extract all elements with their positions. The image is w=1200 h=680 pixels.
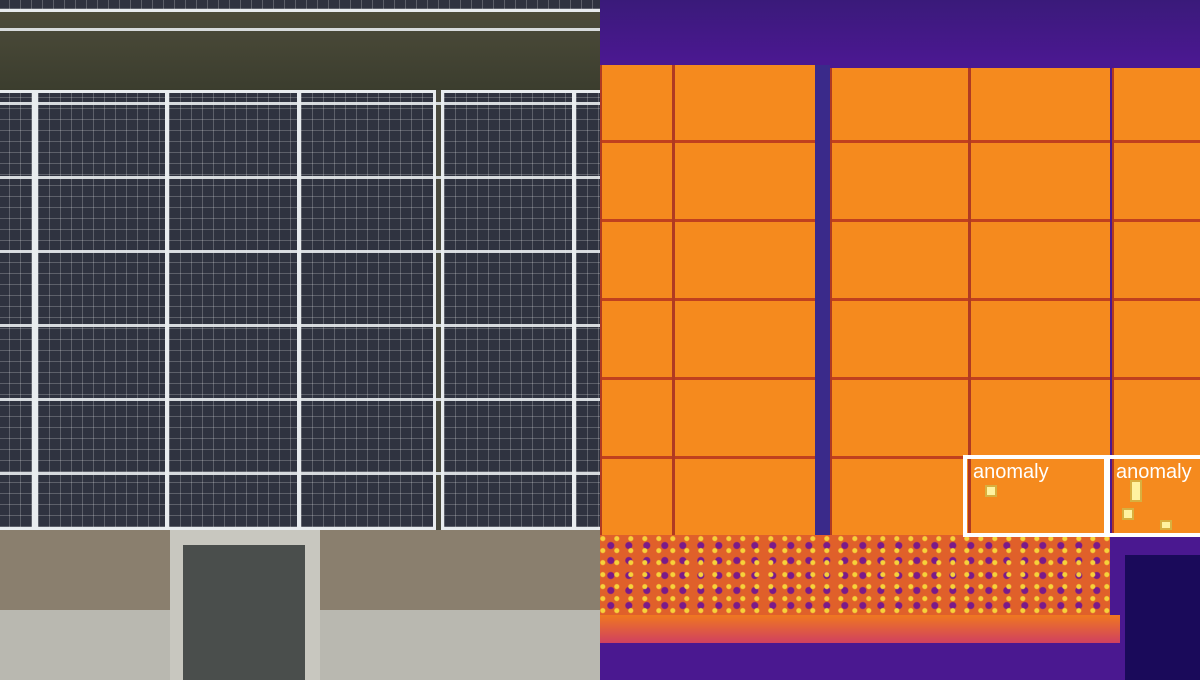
base-strip: [600, 615, 1120, 643]
inverter-box: [183, 545, 305, 680]
ground-strip: [0, 12, 600, 90]
anomaly-box[interactable]: anomaly: [963, 455, 1108, 537]
solar-panel: [441, 90, 575, 530]
solar-panel-row-top: [0, 0, 600, 12]
gravel: [600, 535, 1110, 615]
anomaly-box[interactable]: anomaly: [1106, 455, 1200, 537]
anomaly-label: anomaly: [1116, 461, 1192, 483]
thermal-image: [600, 0, 1200, 680]
hotspot: [985, 485, 997, 497]
hotspot: [1160, 520, 1172, 530]
solar-panel: [166, 90, 300, 530]
solar-panel: [0, 90, 35, 530]
rgb-image: [0, 0, 600, 680]
solar-panel: [298, 90, 436, 530]
thermal-panel: [600, 65, 815, 535]
hotspot: [1122, 508, 1134, 520]
panel-gap: [815, 65, 830, 535]
inverter-box: [1125, 555, 1200, 680]
solar-panel: [573, 90, 600, 530]
anomaly-label: anomaly: [973, 461, 1049, 483]
hotspot: [1130, 480, 1142, 502]
solar-panel: [35, 90, 168, 530]
